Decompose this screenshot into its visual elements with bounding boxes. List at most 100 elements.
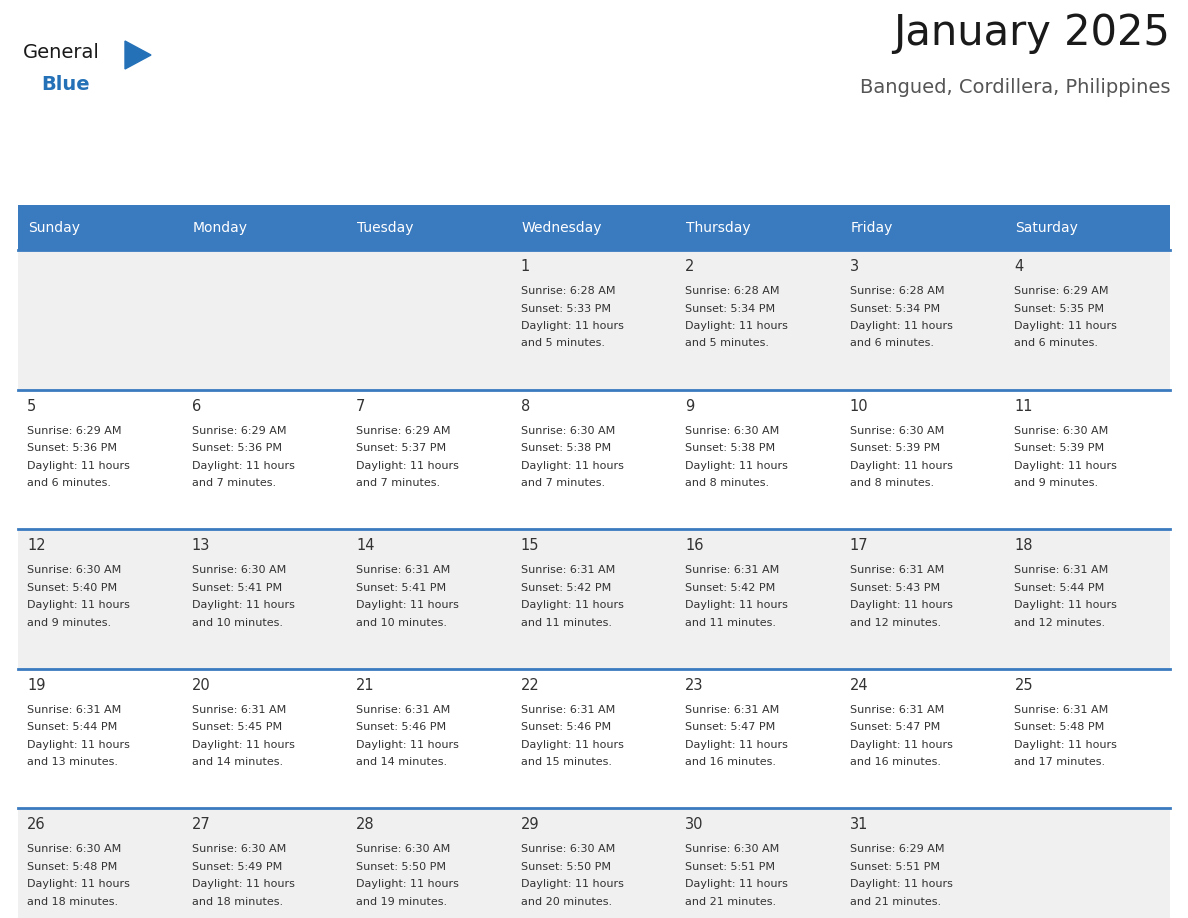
Text: Sunrise: 6:31 AM: Sunrise: 6:31 AM: [685, 565, 779, 576]
Text: Sunrise: 6:31 AM: Sunrise: 6:31 AM: [685, 705, 779, 715]
Text: 31: 31: [849, 817, 868, 833]
Text: Daylight: 11 hours: Daylight: 11 hours: [685, 879, 788, 890]
Bar: [347, 529, 512, 669]
Text: Sunset: 5:44 PM: Sunset: 5:44 PM: [1015, 583, 1105, 593]
Bar: [18, 389, 183, 529]
Text: and 10 minutes.: and 10 minutes.: [191, 618, 283, 628]
Text: Sunrise: 6:31 AM: Sunrise: 6:31 AM: [849, 705, 944, 715]
Bar: [512, 529, 676, 669]
Text: Sunset: 5:46 PM: Sunset: 5:46 PM: [356, 722, 447, 733]
Text: Sunrise: 6:29 AM: Sunrise: 6:29 AM: [849, 845, 944, 855]
Text: and 21 minutes.: and 21 minutes.: [849, 897, 941, 907]
Bar: [183, 205, 347, 250]
Bar: [676, 809, 841, 918]
Text: and 5 minutes.: and 5 minutes.: [685, 339, 770, 349]
Text: Daylight: 11 hours: Daylight: 11 hours: [685, 461, 788, 471]
Text: Thursday: Thursday: [687, 220, 751, 234]
Bar: [183, 809, 347, 918]
Text: 9: 9: [685, 398, 695, 414]
Bar: [512, 250, 676, 389]
Text: Daylight: 11 hours: Daylight: 11 hours: [520, 321, 624, 331]
Text: 4: 4: [1015, 259, 1024, 274]
Text: Sunrise: 6:28 AM: Sunrise: 6:28 AM: [685, 286, 779, 296]
Text: 7: 7: [356, 398, 366, 414]
Bar: [841, 809, 1005, 918]
Text: Daylight: 11 hours: Daylight: 11 hours: [520, 879, 624, 890]
Text: and 9 minutes.: and 9 minutes.: [1015, 478, 1099, 488]
Text: Sunset: 5:47 PM: Sunset: 5:47 PM: [685, 722, 776, 733]
Bar: [841, 250, 1005, 389]
Text: 13: 13: [191, 538, 210, 554]
Text: Daylight: 11 hours: Daylight: 11 hours: [191, 600, 295, 610]
Text: Sunset: 5:48 PM: Sunset: 5:48 PM: [27, 862, 118, 872]
Text: 17: 17: [849, 538, 868, 554]
Polygon shape: [125, 41, 151, 69]
Text: and 12 minutes.: and 12 minutes.: [849, 618, 941, 628]
Text: Daylight: 11 hours: Daylight: 11 hours: [685, 600, 788, 610]
Text: Sunrise: 6:30 AM: Sunrise: 6:30 AM: [356, 845, 450, 855]
Text: Sunrise: 6:30 AM: Sunrise: 6:30 AM: [520, 845, 615, 855]
Text: Sunrise: 6:29 AM: Sunrise: 6:29 AM: [356, 426, 450, 436]
Text: Sunset: 5:50 PM: Sunset: 5:50 PM: [520, 862, 611, 872]
Bar: [18, 669, 183, 809]
Text: and 14 minutes.: and 14 minutes.: [191, 757, 283, 767]
Text: Sunrise: 6:30 AM: Sunrise: 6:30 AM: [27, 565, 121, 576]
Text: 24: 24: [849, 677, 868, 693]
Text: Sunrise: 6:31 AM: Sunrise: 6:31 AM: [520, 565, 615, 576]
Bar: [512, 809, 676, 918]
Text: 19: 19: [27, 677, 45, 693]
Text: Sunrise: 6:28 AM: Sunrise: 6:28 AM: [520, 286, 615, 296]
Text: 15: 15: [520, 538, 539, 554]
Text: Daylight: 11 hours: Daylight: 11 hours: [191, 879, 295, 890]
Text: and 19 minutes.: and 19 minutes.: [356, 897, 447, 907]
Text: Sunrise: 6:31 AM: Sunrise: 6:31 AM: [520, 705, 615, 715]
Text: Sunday: Sunday: [29, 220, 80, 234]
Bar: [1005, 389, 1170, 529]
Text: Daylight: 11 hours: Daylight: 11 hours: [1015, 740, 1117, 750]
Text: and 8 minutes.: and 8 minutes.: [685, 478, 770, 488]
Text: Sunrise: 6:30 AM: Sunrise: 6:30 AM: [191, 845, 286, 855]
Text: Daylight: 11 hours: Daylight: 11 hours: [685, 321, 788, 331]
Text: and 11 minutes.: and 11 minutes.: [520, 618, 612, 628]
Text: Sunrise: 6:29 AM: Sunrise: 6:29 AM: [27, 426, 121, 436]
Bar: [347, 250, 512, 389]
Text: January 2025: January 2025: [893, 12, 1170, 54]
Bar: [183, 669, 347, 809]
Text: Sunrise: 6:30 AM: Sunrise: 6:30 AM: [1015, 426, 1108, 436]
Text: Daylight: 11 hours: Daylight: 11 hours: [356, 740, 459, 750]
Text: Daylight: 11 hours: Daylight: 11 hours: [520, 461, 624, 471]
Text: Sunset: 5:51 PM: Sunset: 5:51 PM: [685, 862, 776, 872]
Text: and 11 minutes.: and 11 minutes.: [685, 618, 776, 628]
Bar: [676, 389, 841, 529]
Bar: [512, 205, 676, 250]
Text: and 7 minutes.: and 7 minutes.: [356, 478, 441, 488]
Text: Daylight: 11 hours: Daylight: 11 hours: [685, 740, 788, 750]
Bar: [347, 389, 512, 529]
Text: 28: 28: [356, 817, 374, 833]
Text: and 14 minutes.: and 14 minutes.: [356, 757, 447, 767]
Bar: [841, 529, 1005, 669]
Text: Sunrise: 6:29 AM: Sunrise: 6:29 AM: [191, 426, 286, 436]
Text: 14: 14: [356, 538, 374, 554]
Text: Saturday: Saturday: [1016, 220, 1079, 234]
Bar: [18, 250, 183, 389]
Text: Daylight: 11 hours: Daylight: 11 hours: [191, 740, 295, 750]
Text: and 7 minutes.: and 7 minutes.: [191, 478, 276, 488]
Text: Daylight: 11 hours: Daylight: 11 hours: [356, 461, 459, 471]
Text: Sunset: 5:51 PM: Sunset: 5:51 PM: [849, 862, 940, 872]
Text: 26: 26: [27, 817, 45, 833]
Bar: [18, 529, 183, 669]
Text: Sunset: 5:36 PM: Sunset: 5:36 PM: [27, 443, 116, 453]
Text: Sunrise: 6:31 AM: Sunrise: 6:31 AM: [1015, 565, 1108, 576]
Text: Sunset: 5:39 PM: Sunset: 5:39 PM: [849, 443, 940, 453]
Text: Daylight: 11 hours: Daylight: 11 hours: [27, 461, 129, 471]
Bar: [676, 669, 841, 809]
Bar: [676, 529, 841, 669]
Text: 11: 11: [1015, 398, 1032, 414]
Text: 12: 12: [27, 538, 45, 554]
Text: Daylight: 11 hours: Daylight: 11 hours: [520, 600, 624, 610]
Text: Sunset: 5:38 PM: Sunset: 5:38 PM: [520, 443, 611, 453]
Bar: [18, 809, 183, 918]
Text: Daylight: 11 hours: Daylight: 11 hours: [1015, 600, 1117, 610]
Text: Sunset: 5:35 PM: Sunset: 5:35 PM: [1015, 304, 1105, 314]
